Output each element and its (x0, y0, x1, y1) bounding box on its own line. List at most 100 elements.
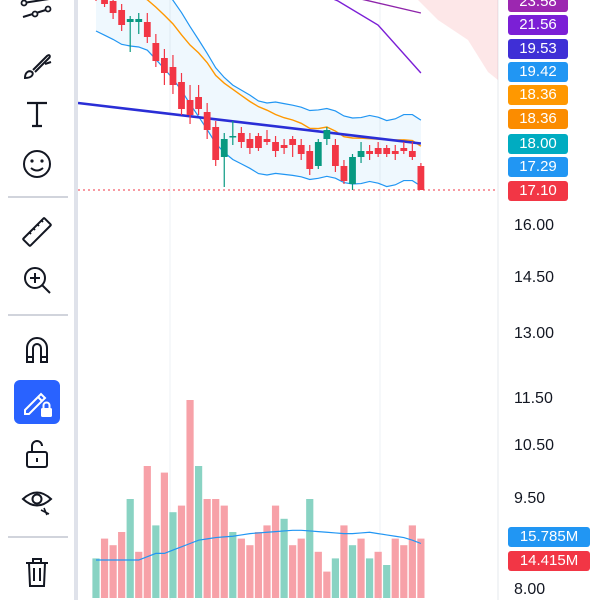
toolbar-divider (8, 196, 68, 198)
volume-bar (383, 565, 391, 598)
smiley-icon (23, 150, 51, 178)
volume-bar (100, 538, 109, 598)
candle-body (383, 148, 391, 154)
volume-bar (109, 545, 117, 598)
indicator-overlays (78, 0, 498, 191)
pencil-lock-icon (24, 392, 52, 417)
candle-body (161, 58, 168, 73)
candle-body (340, 166, 348, 181)
trend-lines-tool[interactable] (14, 0, 60, 30)
volume-bar (212, 499, 220, 598)
candle-body (297, 145, 305, 154)
volume-bar (289, 545, 297, 598)
bollinger-lower-tag: 17.29 (508, 157, 568, 177)
sma-100-line (362, 0, 422, 14)
volume-bar (195, 466, 203, 598)
candle-body (246, 139, 254, 148)
bollinger-band-fill (96, 0, 421, 187)
volume-bar (297, 538, 305, 598)
candle-body (332, 145, 339, 166)
candle-body (220, 139, 228, 157)
volume-bar (203, 499, 211, 598)
chart-grid (169, 0, 499, 600)
candle-body (391, 151, 399, 154)
volume-bar (135, 551, 143, 598)
volume-bar (417, 538, 425, 598)
sma-tag: 23.58 (508, 0, 568, 12)
candle-body (109, 1, 117, 13)
price-axis-label: 11.50 (514, 390, 553, 407)
unlock-tool[interactable] (14, 432, 60, 476)
trash-icon (26, 558, 48, 587)
emoji-tool[interactable] (14, 142, 60, 186)
candle-body (357, 151, 365, 157)
sma-200-line (78, 101, 422, 145)
volume-bar (366, 558, 374, 598)
delete-tool[interactable] (14, 550, 60, 594)
volume-bar (143, 466, 151, 598)
trend-lines-icon (20, 0, 52, 18)
volume-bar (229, 532, 237, 598)
volume-bar (271, 505, 280, 598)
candle-body (152, 43, 160, 61)
volume-bar (340, 525, 348, 598)
volume-bar (323, 571, 331, 598)
candle-body (366, 151, 373, 154)
volume-bar (186, 400, 194, 598)
candle-body (237, 133, 245, 142)
candle-body (400, 148, 408, 151)
text-tool[interactable] (14, 92, 60, 136)
volume-bar (92, 558, 100, 598)
candle-body (280, 145, 288, 148)
volume-bar (357, 538, 365, 598)
lock-drawing-tool[interactable] (14, 380, 60, 424)
volume-bar (280, 518, 288, 598)
price-axis-label: 14.50 (514, 269, 555, 286)
brush-tool[interactable] (14, 44, 60, 88)
bollinger-lower-line (95, 30, 422, 188)
volume-bar (374, 551, 382, 598)
last-price-tag: 17.10 (508, 181, 568, 201)
candle-body (417, 166, 425, 190)
price-axis-label: 16.00 (514, 217, 555, 234)
bollinger-mid-tag: 18.00 (508, 134, 568, 154)
candle-body (349, 157, 356, 184)
candle-body (203, 112, 211, 130)
volume-bar (169, 512, 177, 598)
toolbar-divider (8, 314, 68, 316)
volume-bar (306, 499, 314, 598)
magnet-icon (26, 337, 48, 363)
ruler-icon (22, 217, 52, 247)
cloud-fill (418, 0, 498, 80)
volume-tag: 14.415M (508, 551, 590, 571)
volume-bar (263, 525, 271, 598)
measure-tool[interactable] (14, 210, 60, 254)
text-t-icon (27, 101, 47, 128)
bollinger-upper-tag: 19.42 (508, 62, 568, 82)
magnet-tool[interactable] (14, 328, 60, 372)
candle-body (135, 19, 143, 22)
candle-body (229, 136, 237, 138)
volume-bar (237, 538, 245, 598)
eye-icon (21, 491, 53, 516)
candle-body (263, 139, 271, 142)
drawing-toolbar (0, 0, 74, 600)
unlock-icon (26, 440, 48, 468)
visibility-tool[interactable] (14, 478, 60, 522)
toolbar-divider (8, 536, 68, 538)
volume-bar (246, 545, 254, 598)
candle-body (169, 67, 177, 85)
candle-body (143, 22, 151, 37)
zoom-tool[interactable] (14, 258, 60, 302)
price-chart[interactable] (78, 0, 600, 600)
volume-bar (118, 532, 126, 598)
sma-tag: 19.53 (508, 39, 568, 59)
volume-bar (400, 545, 408, 598)
ema-tag: 18.36 (508, 109, 568, 129)
volume-bar (220, 505, 228, 598)
price-axis-label: 9.50 (514, 490, 546, 507)
bollinger-upper-line (171, 0, 422, 122)
volume-bar (348, 545, 357, 598)
toolbar-border (74, 0, 78, 600)
volume-bar (391, 538, 399, 598)
